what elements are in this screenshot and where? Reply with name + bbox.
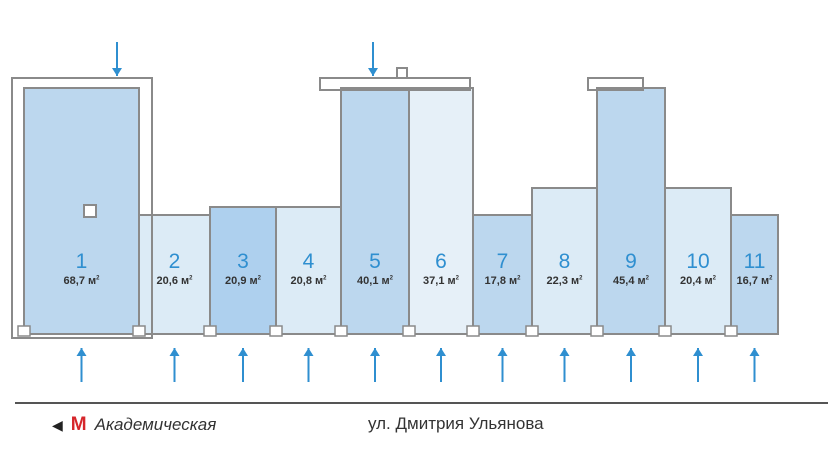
unit-area: 22,3 м2 bbox=[547, 275, 583, 287]
area-value: 22,3 м bbox=[546, 275, 580, 287]
arrow-left-icon: ◀ bbox=[52, 416, 63, 433]
unit-number: 3 bbox=[237, 250, 249, 273]
entrance-arrow-icon bbox=[238, 348, 248, 382]
entrance-arrow-icon bbox=[497, 348, 508, 382]
column bbox=[132, 325, 146, 337]
column bbox=[658, 325, 672, 337]
entrance-arrow-icon bbox=[76, 348, 87, 382]
entrance-arrow-icon bbox=[112, 42, 122, 76]
entrance-arrow-icon bbox=[370, 348, 380, 382]
column bbox=[402, 325, 416, 337]
unit-1-area[interactable] bbox=[24, 88, 139, 334]
area-unit-sup: 2 bbox=[645, 275, 649, 282]
area-value: 68,7 м bbox=[63, 275, 97, 287]
area-unit-sup: 2 bbox=[323, 275, 327, 282]
area-unit-sup: 2 bbox=[455, 275, 459, 282]
unit-number: 8 bbox=[558, 250, 571, 273]
metro-logo: М bbox=[70, 414, 87, 435]
unit-number: 4 bbox=[302, 250, 315, 273]
area-value: 37,1 м bbox=[423, 275, 456, 287]
unit-area: 20,8 м2 bbox=[291, 275, 327, 287]
unit-number: 6 bbox=[435, 250, 447, 273]
entrance-arrow-icon bbox=[303, 348, 314, 382]
unit-number: 5 bbox=[369, 250, 381, 273]
unit-7-area[interactable] bbox=[473, 215, 532, 334]
column bbox=[203, 325, 217, 337]
unit-area: 20,9 м2 bbox=[225, 275, 261, 287]
column bbox=[724, 325, 738, 337]
area-unit-sup: 2 bbox=[712, 275, 716, 282]
area-value: 16,7 м bbox=[736, 275, 770, 287]
column bbox=[466, 325, 480, 337]
area-value: 20,8 м bbox=[290, 275, 324, 287]
area-value: 20,4 м bbox=[680, 275, 713, 287]
unit-3-area[interactable] bbox=[210, 207, 276, 334]
area-value: 17,8 м bbox=[484, 275, 518, 287]
unit-area: 20,6 м2 bbox=[157, 275, 193, 287]
entrance-arrow-icon bbox=[436, 348, 446, 382]
area-value: 40,1 м bbox=[357, 275, 390, 287]
unit-4-area[interactable] bbox=[276, 207, 341, 334]
metro-station-name: Академическая bbox=[94, 415, 217, 434]
entrance-arrow-icon bbox=[169, 348, 180, 382]
unit-6-area[interactable] bbox=[409, 88, 473, 334]
entrance-arrow-icon bbox=[626, 348, 636, 382]
outer-wall-top bbox=[587, 77, 644, 91]
area-value: 45,4 м bbox=[613, 275, 646, 287]
column bbox=[590, 325, 604, 337]
unit-11-area[interactable] bbox=[731, 215, 778, 334]
unit-8-area[interactable] bbox=[532, 188, 597, 334]
unit-9-area[interactable] bbox=[597, 88, 665, 334]
column bbox=[334, 325, 348, 337]
entrance-arrow-icon bbox=[693, 348, 703, 382]
area-unit-sup: 2 bbox=[189, 275, 193, 282]
unit-number: 11 bbox=[743, 250, 766, 273]
area-unit-sup: 2 bbox=[257, 275, 261, 282]
unit-wall bbox=[408, 87, 474, 335]
unit-number: 1 bbox=[75, 250, 88, 273]
unit-5-area[interactable] bbox=[341, 88, 409, 334]
unit-area: 37,1 м2 bbox=[423, 275, 459, 287]
column bbox=[83, 204, 97, 218]
outer-wall-top bbox=[319, 77, 471, 91]
unit-number: 9 bbox=[625, 250, 637, 273]
column bbox=[269, 325, 283, 337]
outer-wall-unit-1 bbox=[11, 77, 153, 339]
unit-area: 16,7 м2 bbox=[737, 275, 773, 287]
unit-wall bbox=[730, 214, 779, 335]
entrance-arrow-icon bbox=[749, 348, 760, 382]
area-value: 20,6 м bbox=[156, 275, 190, 287]
area-unit-sup: 2 bbox=[579, 275, 583, 282]
unit-area: 20,4 м2 bbox=[680, 275, 716, 287]
area-unit-sup: 2 bbox=[517, 275, 521, 282]
unit-number: 7 bbox=[496, 250, 509, 273]
area-unit-sup: 2 bbox=[769, 275, 773, 282]
unit-area: 17,8 м2 bbox=[485, 275, 521, 287]
unit-area: 68,7 м2 bbox=[64, 275, 100, 287]
column bbox=[17, 325, 31, 337]
street-line bbox=[15, 402, 828, 404]
unit-area: 40,1 м2 bbox=[357, 275, 393, 287]
entrance-arrow-icon bbox=[368, 42, 378, 76]
area-unit-sup: 2 bbox=[96, 275, 100, 282]
area-unit-sup: 2 bbox=[389, 275, 393, 282]
floor-plan bbox=[11, 42, 779, 382]
street-name: ул. Дмитрия Ульянова bbox=[368, 414, 544, 433]
column bbox=[525, 325, 539, 337]
unit-area: 45,4 м2 bbox=[613, 275, 649, 287]
unit-2-area[interactable] bbox=[139, 215, 210, 334]
unit-number: 2 bbox=[168, 250, 181, 273]
unit-10-area[interactable] bbox=[665, 188, 731, 334]
unit-number: 10 bbox=[686, 250, 710, 273]
entrance-arrow-icon bbox=[559, 348, 570, 382]
vent bbox=[396, 67, 408, 79]
area-value: 20,9 м bbox=[225, 275, 258, 287]
unit-wall bbox=[23, 87, 140, 335]
metro-direction: ◀ М Академическая bbox=[52, 414, 216, 436]
